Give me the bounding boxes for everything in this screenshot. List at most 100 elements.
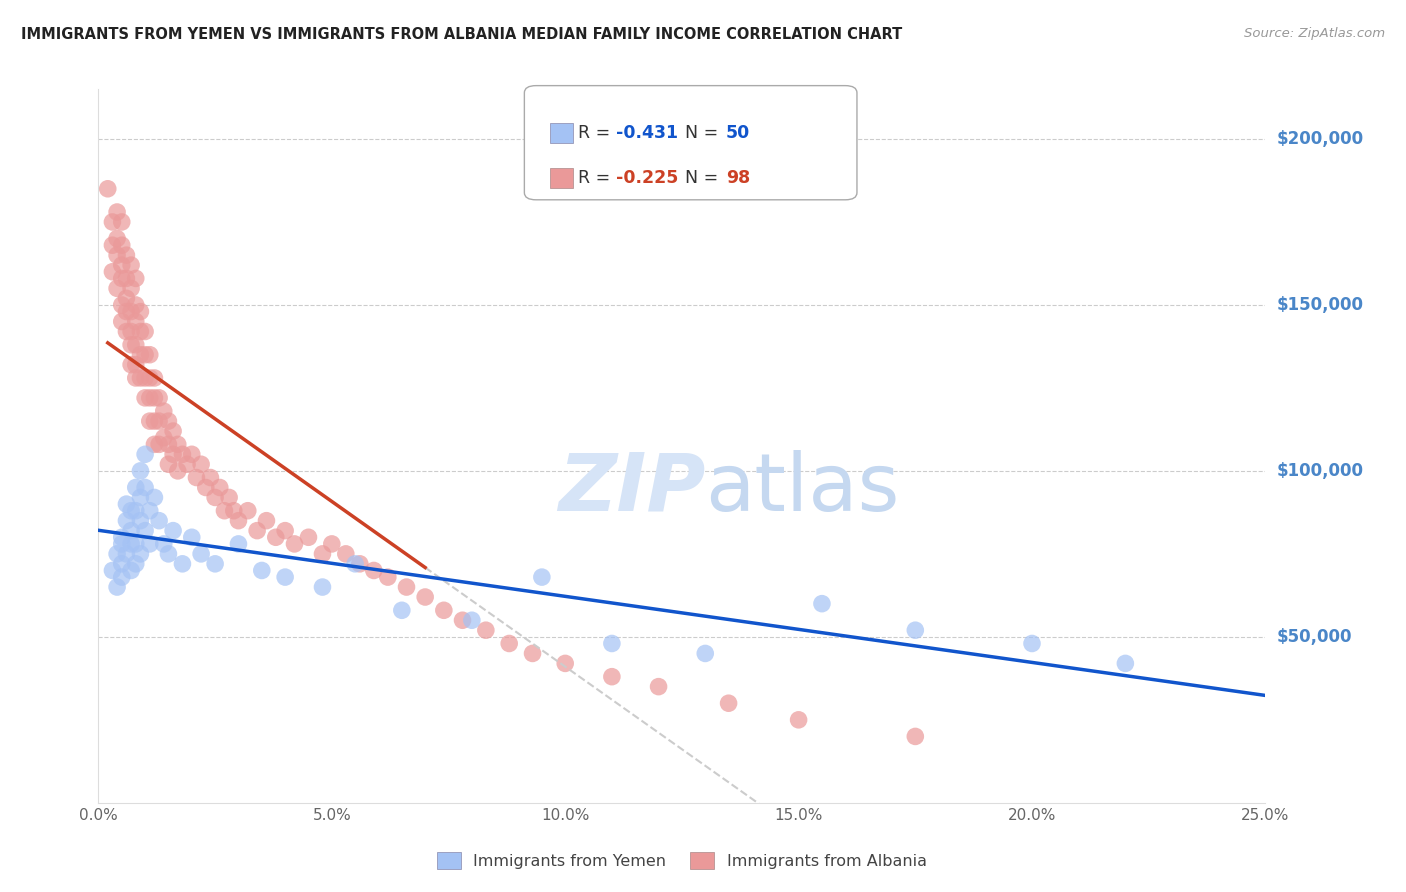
Point <box>264 530 287 544</box>
Text: 50: 50 <box>725 124 751 142</box>
Point <box>148 514 170 528</box>
Point <box>115 325 138 339</box>
Point <box>134 371 156 385</box>
Point <box>148 391 170 405</box>
Point <box>157 437 180 451</box>
Point <box>139 391 162 405</box>
Point <box>105 547 128 561</box>
Point <box>335 547 357 561</box>
Point <box>143 371 166 385</box>
Point <box>120 564 142 578</box>
Point <box>152 404 174 418</box>
Text: $100,000: $100,000 <box>1277 462 1364 480</box>
Point <box>115 497 138 511</box>
Point <box>162 424 184 438</box>
Point <box>97 182 120 196</box>
Point <box>125 358 148 372</box>
Point <box>176 457 198 471</box>
Bar <box>550 168 572 187</box>
Point <box>101 265 124 279</box>
Point <box>148 437 170 451</box>
Text: $50,000: $50,000 <box>1277 628 1353 646</box>
Point <box>228 537 250 551</box>
Point <box>111 215 134 229</box>
Point <box>349 557 371 571</box>
Point <box>311 580 333 594</box>
Point <box>246 524 269 538</box>
Point <box>115 304 138 318</box>
Point <box>811 597 834 611</box>
Point <box>139 371 162 385</box>
Point <box>120 504 142 518</box>
Point <box>125 338 148 352</box>
Point <box>172 557 194 571</box>
Point <box>143 414 166 428</box>
Point <box>344 557 367 571</box>
Point <box>139 504 162 518</box>
Point <box>134 325 156 339</box>
Point <box>115 547 138 561</box>
Point <box>413 590 436 604</box>
Point <box>134 348 156 362</box>
Point <box>166 464 188 478</box>
Point <box>134 447 156 461</box>
Point <box>125 537 148 551</box>
Point <box>120 281 142 295</box>
Point <box>522 647 544 661</box>
Point <box>186 470 208 484</box>
Text: R =: R = <box>578 169 616 186</box>
Point <box>105 580 128 594</box>
Point <box>717 696 740 710</box>
Point <box>311 547 333 561</box>
Point <box>111 271 134 285</box>
Point <box>105 205 128 219</box>
Point <box>111 537 134 551</box>
Point <box>111 570 134 584</box>
Point <box>120 304 142 318</box>
Text: atlas: atlas <box>706 450 900 528</box>
Text: IMMIGRANTS FROM YEMEN VS IMMIGRANTS FROM ALBANIA MEDIAN FAMILY INCOME CORRELATIO: IMMIGRANTS FROM YEMEN VS IMMIGRANTS FROM… <box>21 27 903 42</box>
Point <box>208 481 231 495</box>
Text: N =: N = <box>685 169 724 186</box>
Text: R =: R = <box>578 124 616 142</box>
Point <box>256 514 278 528</box>
Point <box>274 524 297 538</box>
Point <box>129 514 152 528</box>
Point <box>321 537 343 551</box>
Point <box>111 530 134 544</box>
Point <box>204 491 226 505</box>
Text: N =: N = <box>685 124 724 142</box>
Point <box>274 570 297 584</box>
Point <box>157 457 180 471</box>
Point <box>111 258 134 272</box>
Point <box>530 570 553 584</box>
Point <box>214 504 236 518</box>
Point <box>228 514 250 528</box>
Point <box>904 730 927 744</box>
Point <box>157 414 180 428</box>
Text: -0.431: -0.431 <box>616 124 679 142</box>
Point <box>139 348 162 362</box>
Point <box>120 358 142 372</box>
Point <box>105 248 128 262</box>
Point <box>101 215 124 229</box>
Point <box>125 371 148 385</box>
Point <box>111 298 134 312</box>
Point <box>111 314 134 328</box>
Point <box>695 647 717 661</box>
Point <box>134 391 156 405</box>
Point <box>554 657 576 671</box>
Point <box>236 504 259 518</box>
Point <box>152 537 174 551</box>
Point <box>283 537 305 551</box>
Point <box>129 304 152 318</box>
Point <box>787 713 810 727</box>
Text: 98: 98 <box>725 169 751 186</box>
Point <box>125 557 148 571</box>
Point <box>377 570 399 584</box>
Point <box>129 371 152 385</box>
Point <box>250 564 273 578</box>
Point <box>194 481 217 495</box>
Point <box>105 231 128 245</box>
Point <box>204 557 226 571</box>
